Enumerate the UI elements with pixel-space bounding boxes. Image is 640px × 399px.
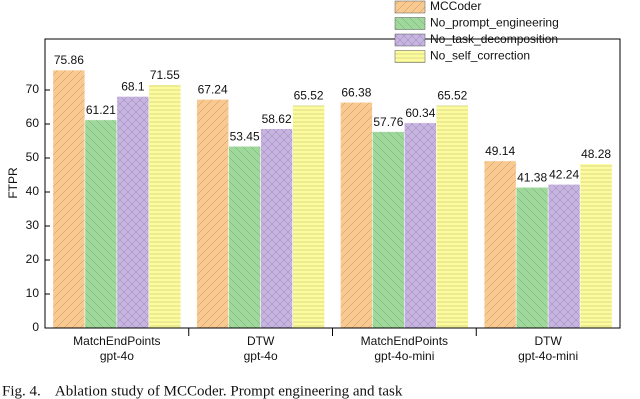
bar — [84, 119, 118, 329]
legend-label: No_task_decomposition — [430, 32, 558, 46]
bar — [292, 104, 325, 329]
x-group-label: gpt-4o — [100, 349, 134, 363]
y-tick-label: 20 — [26, 252, 40, 266]
value-label: 57.76 — [373, 115, 403, 129]
legend-swatch — [394, 0, 426, 14]
value-label: 41.38 — [517, 170, 547, 184]
bar — [148, 84, 182, 329]
value-label: 60.34 — [405, 106, 435, 120]
bar — [372, 131, 405, 329]
bar — [483, 160, 517, 329]
y-axis-title: FTPR — [6, 167, 20, 199]
x-group-label: gpt-4o-mini — [374, 349, 434, 363]
x-tick-label: MatchEndPoints — [73, 334, 160, 348]
bar — [260, 128, 293, 329]
bar — [52, 69, 86, 329]
y-tick-label: 40 — [26, 184, 40, 198]
value-label: 67.24 — [198, 83, 228, 97]
legend-swatch — [394, 50, 426, 63]
legend-swatch — [394, 33, 426, 47]
y-tick-label: 30 — [26, 218, 40, 232]
bar — [579, 163, 613, 329]
plot-frame — [44, 38, 621, 329]
x-group-label: gpt-4o-mini — [518, 349, 578, 363]
value-label: 68.1 — [121, 80, 145, 94]
value-label: 71.55 — [150, 68, 180, 82]
value-label: 53.45 — [230, 129, 260, 143]
bar — [515, 187, 549, 329]
legend-label: MCCoder — [430, 0, 481, 13]
bar — [340, 102, 373, 329]
bar — [547, 184, 581, 329]
legend-label: No_self_correction — [430, 49, 530, 63]
y-tick-label: 70 — [26, 82, 40, 96]
y-tick-label: 50 — [26, 150, 40, 164]
x-tick-label: DTW — [247, 334, 275, 348]
bar — [228, 146, 261, 329]
y-tick-label: 0 — [32, 320, 39, 334]
value-label: 75.86 — [54, 53, 84, 67]
legend-label: No_prompt_engineering — [430, 16, 559, 30]
bar — [116, 96, 150, 329]
y-tick-label: 60 — [26, 116, 40, 130]
x-group-label: gpt-4o — [244, 349, 278, 363]
bar — [436, 104, 469, 329]
bar — [404, 122, 437, 329]
x-tick-label: MatchEndPoints — [361, 334, 448, 348]
x-tick-label: DTW — [534, 334, 562, 348]
value-label: 65.52 — [294, 88, 324, 102]
value-label: 49.14 — [485, 144, 515, 158]
value-label: 66.38 — [341, 85, 371, 99]
y-tick-label: 10 — [26, 286, 40, 300]
value-label: 42.24 — [549, 168, 579, 182]
legend-swatch — [394, 17, 426, 30]
value-label: 65.52 — [437, 88, 467, 102]
value-label: 48.28 — [581, 147, 611, 161]
value-label: 58.62 — [262, 112, 292, 126]
value-label: 61.21 — [86, 103, 116, 117]
caption: Fig. 4. Ablation study of MCCoder. Promp… — [2, 383, 403, 399]
bar — [196, 99, 229, 329]
